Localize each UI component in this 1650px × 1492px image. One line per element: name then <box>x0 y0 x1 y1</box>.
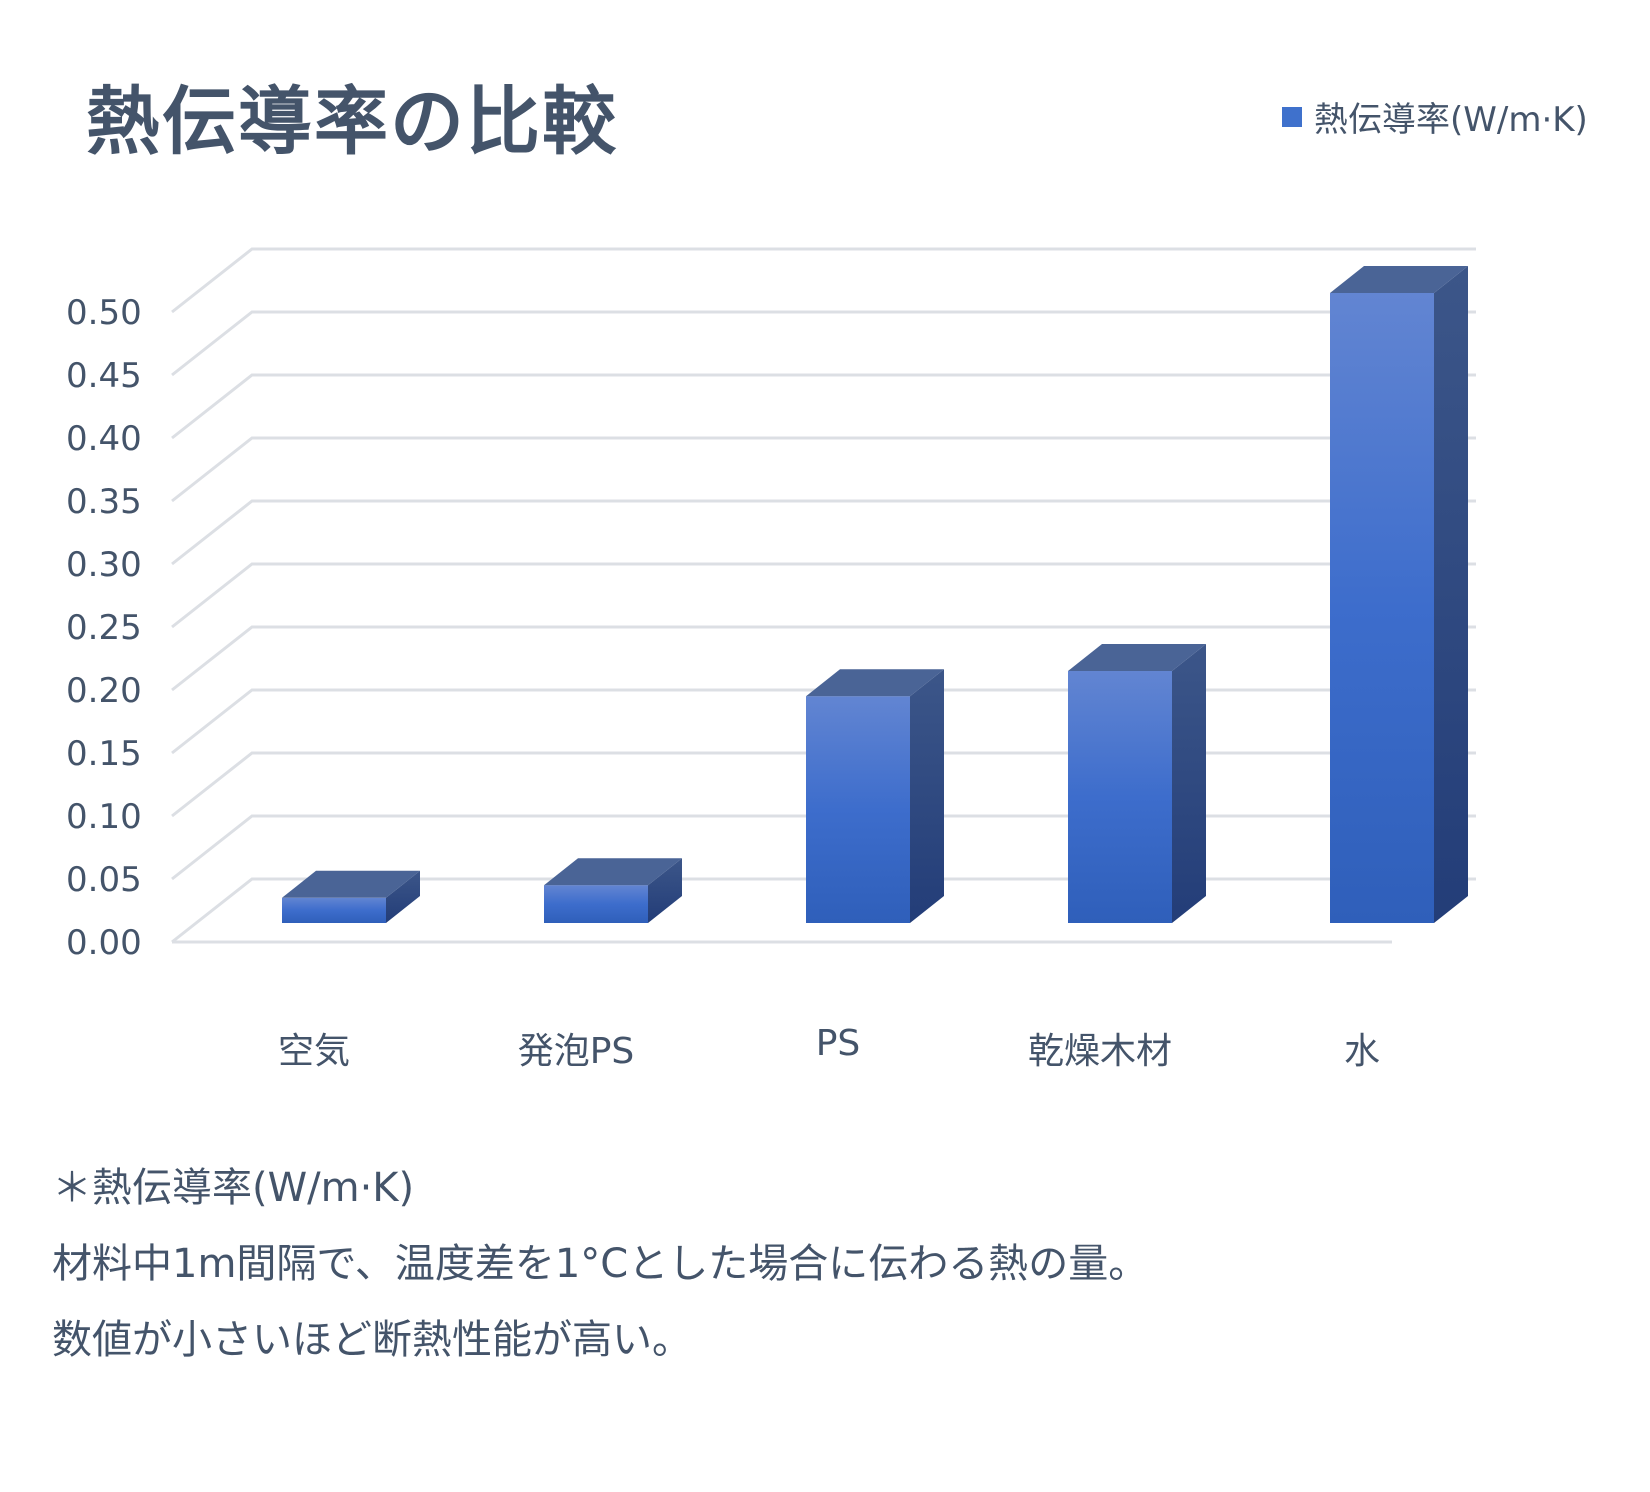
gridline <box>171 247 1476 314</box>
bar-side <box>1172 644 1206 923</box>
gridline <box>171 499 1476 566</box>
y-tick-label: 0.15 <box>66 734 142 774</box>
bar-side <box>910 669 944 923</box>
y-tick-label: 0.05 <box>66 860 142 900</box>
bar-front <box>1068 671 1172 923</box>
y-tick-label: 0.50 <box>66 293 142 333</box>
footnote-line-definition: 材料中1m間隔で、温度差を1°Cとした場合に伝わる熱の量。 <box>52 1241 1149 1287</box>
bar-side <box>386 870 420 923</box>
gridline <box>171 373 1476 440</box>
bar-top <box>1330 266 1468 293</box>
footnote: ＊熱伝導率(W/m·K) 材料中1m間隔で、温度差を1°Cとした場合に伝わる熱の… <box>52 1150 1148 1378</box>
bar-front <box>544 885 648 923</box>
category-label: 乾燥木材 <box>1028 1031 1172 1072</box>
gridline <box>171 436 1476 503</box>
category-label: PS <box>816 1023 861 1064</box>
bars <box>282 266 1468 923</box>
y-tick-label: 0.45 <box>66 356 142 396</box>
category-label: 水 <box>1344 1031 1380 1072</box>
bar-front <box>282 897 386 923</box>
category-label: 発泡PS <box>518 1031 635 1072</box>
footnote-line-note: 数値が小さいほど断熱性能が高い。 <box>52 1317 692 1363</box>
bar-top <box>544 858 682 886</box>
y-tick-label: 0.25 <box>66 608 142 648</box>
bar-top <box>1068 644 1206 671</box>
y-tick-label: 0.10 <box>66 797 142 837</box>
gridlines <box>171 247 1476 944</box>
y-tick-label: 0.20 <box>66 671 142 711</box>
y-tick-label: 0.35 <box>66 482 142 522</box>
bar-top <box>806 669 944 697</box>
bar-front <box>1330 293 1434 923</box>
footnote-line-unit: ＊熱伝導率(W/m·K) <box>52 1165 415 1211</box>
gridline <box>171 310 1476 377</box>
y-tick-label: 0.40 <box>66 419 142 459</box>
legend: 熱伝導率(W/m·K) <box>1282 92 1588 141</box>
y-tick-label: 0.00 <box>66 923 142 963</box>
bar-top <box>282 870 420 898</box>
legend-label: 熱伝導率(W/m·K) <box>1314 100 1588 140</box>
gridline <box>171 562 1476 629</box>
bar-side <box>648 858 682 923</box>
bar-front <box>806 696 910 923</box>
chart-title: 熱伝導率の比較 <box>86 79 618 165</box>
bar-side <box>1434 266 1468 923</box>
y-axis-ticks: 0.00 0.05 0.10 0.15 0.20 0.25 0.30 0.35 0.40 0.45… <box>66 293 142 963</box>
y-tick-label: 0.30 <box>66 545 142 585</box>
legend-swatch <box>1282 106 1302 127</box>
x-axis-labels: 空気 発泡PS PS 乾燥木材 水 <box>278 1023 1380 1072</box>
category-label: 空気 <box>278 1031 350 1072</box>
gridline <box>171 625 1476 692</box>
